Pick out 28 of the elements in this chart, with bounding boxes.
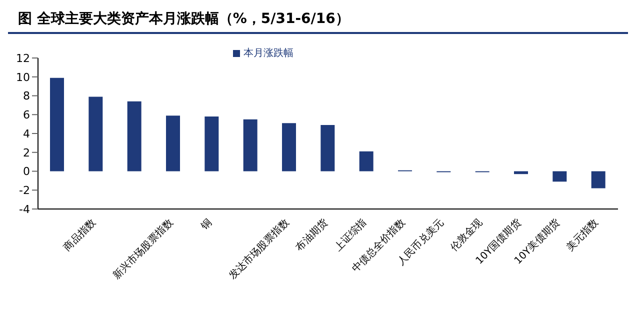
x-tick-label: 发达市场股票指数 <box>226 216 292 282</box>
y-tick-label: 10 <box>16 70 30 84</box>
x-tick-label: 新兴市场股票指数 <box>110 216 176 282</box>
x-tick-label: 美元指数 <box>564 216 601 254</box>
bar <box>359 151 374 172</box>
bar <box>552 171 567 182</box>
x-tick-label: 布油期货 <box>293 216 330 254</box>
x-tick-label: 商品指数 <box>61 216 98 254</box>
bar <box>50 78 64 172</box>
bar <box>320 125 335 172</box>
y-tick-label: 2 <box>23 146 30 160</box>
legend-label: 本月涨跌幅 <box>244 48 294 59</box>
bar <box>282 123 296 172</box>
bar <box>204 116 219 172</box>
chart-title: 图 全球主要大类资产本月涨跌幅（%，5/31-6/16） <box>8 8 628 34</box>
y-tick-label: -4 <box>19 202 30 216</box>
bar <box>591 171 606 188</box>
bar <box>88 96 103 172</box>
y-tick-label: 0 <box>23 165 30 178</box>
x-tick-label: 铜 <box>198 217 214 233</box>
bar <box>166 116 180 172</box>
y-tick-label: -2 <box>19 184 30 198</box>
y-tick-label: 4 <box>23 127 30 140</box>
y-tick-label: 12 <box>16 52 30 65</box>
y-tick-label: 8 <box>23 90 30 103</box>
y-tick-label: 6 <box>23 108 30 122</box>
bar <box>243 119 258 172</box>
bar <box>127 101 142 172</box>
